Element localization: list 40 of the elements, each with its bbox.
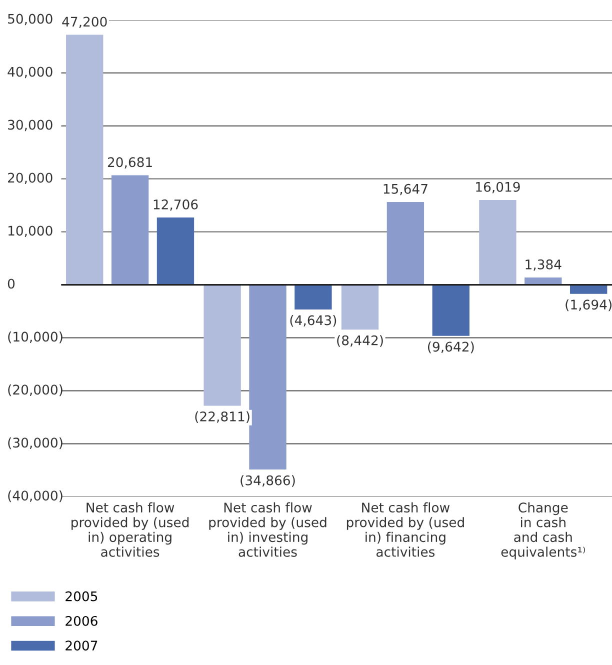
data-label: (22,811) [195, 411, 250, 424]
bar [66, 34, 104, 285]
y-tick-label: 20,000 [8, 172, 52, 184]
legend-label: 2006 [66, 616, 98, 626]
bar [341, 284, 379, 330]
bar [386, 202, 424, 285]
data-label: (9,642) [428, 341, 474, 354]
y-tick-label: (20,000) [8, 384, 62, 396]
bar [249, 284, 286, 470]
bar [156, 218, 194, 285]
bar [432, 284, 470, 336]
data-label: 1,384 [526, 259, 562, 271]
x-tick-label: Change in cash and cash equivalents¹⁾ [501, 502, 586, 560]
data-label: (4,643) [290, 315, 336, 327]
x-tick-label: Net cash flow provided by (used in) financing activities [346, 502, 464, 557]
y-tick-label: 50,000 [8, 14, 52, 26]
x-tick-label: Net cash flow provided by (used in) investing activities [209, 502, 326, 557]
legend-label: 2005 [66, 591, 98, 602]
y-tick-label: (40,000) [8, 490, 62, 502]
bar [111, 175, 149, 285]
y-tick-label: (30,000) [8, 437, 62, 450]
data-label: (8,442) [337, 335, 383, 347]
y-tick-label: 0 [8, 278, 15, 289]
data-label: (34,866) [240, 475, 295, 487]
data-label: 12,706 [154, 199, 198, 211]
data-label: 16,019 [476, 182, 520, 194]
y-tick-label: 30,000 [8, 120, 52, 132]
y-tick-label: 40,000 [8, 66, 52, 78]
data-label: 15,647 [384, 184, 428, 196]
data-label: 47,200 [62, 16, 107, 28]
bar [570, 284, 608, 294]
bar [204, 284, 241, 406]
bar [479, 200, 516, 285]
data-label: 20,681 [108, 157, 152, 169]
data-label: (1,694) [566, 299, 612, 312]
y-tick-label: (10,000) [8, 331, 62, 344]
y-tick-label: 10,000 [8, 226, 52, 238]
bar [294, 284, 332, 310]
legend-label: 2007 [66, 640, 98, 651]
x-tick-label: Net cash flow provided by (used in) operating activities [72, 502, 189, 557]
